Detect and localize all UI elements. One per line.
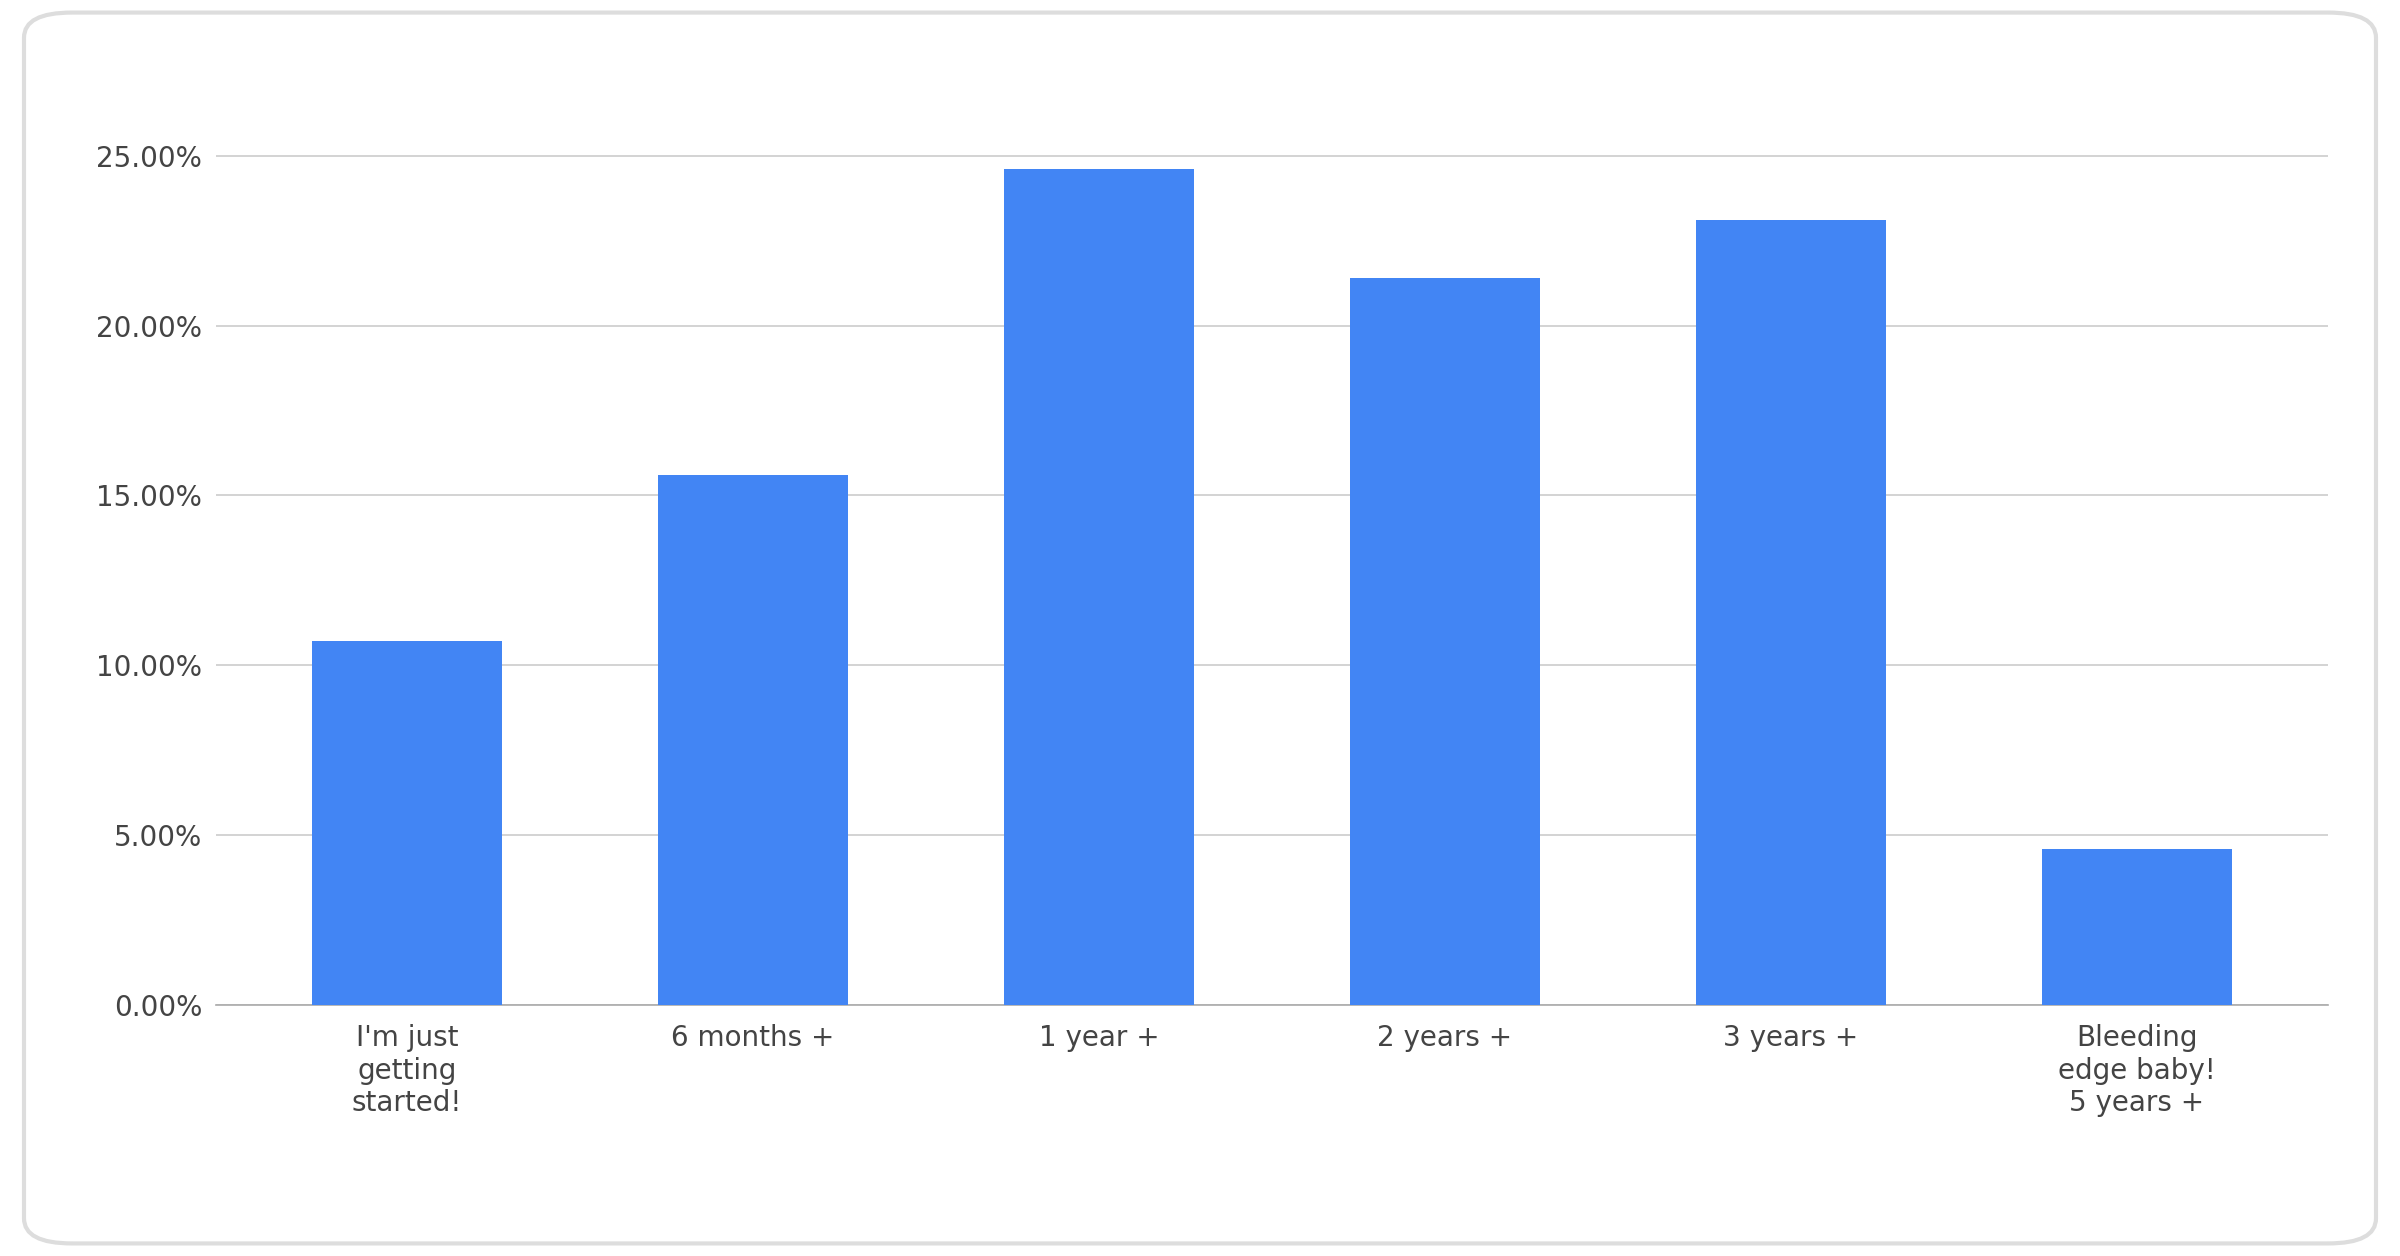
Bar <box>312 642 502 1005</box>
Bar <box>1349 278 1541 1005</box>
Bar <box>1003 170 1195 1005</box>
Bar <box>1697 220 1886 1005</box>
Bar <box>2042 849 2232 1005</box>
Bar <box>658 475 847 1005</box>
